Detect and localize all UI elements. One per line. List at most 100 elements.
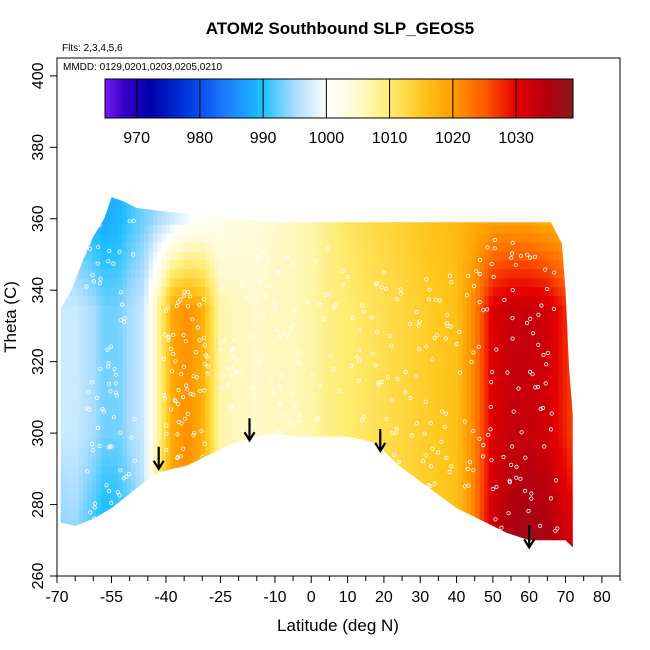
heatmap-cell (492, 349, 498, 359)
heatmap-cell (309, 286, 315, 297)
heatmap-cell (253, 268, 259, 279)
heatmap-cell (375, 402, 381, 413)
heatmap-cell (118, 233, 123, 243)
heatmap-cell (510, 331, 516, 341)
heatmap-cell (331, 286, 337, 297)
heatmap-cell (540, 465, 546, 475)
heatmap-cell (148, 268, 154, 279)
heatmap-cell (161, 527, 167, 538)
heatmap-cell (60, 206, 62, 216)
heatmap-cell (449, 242, 455, 252)
heatmap-cell (209, 509, 215, 520)
sample-point (118, 468, 123, 473)
heatmap-cell (514, 501, 520, 511)
heatmap-cell (257, 509, 263, 520)
heatmap-cell (266, 304, 272, 314)
heatmap-cell (410, 206, 416, 216)
heatmap-cell (410, 501, 416, 511)
heatmap-cell (571, 358, 573, 368)
heatmap-cell (292, 536, 298, 547)
heatmap-cell (179, 447, 184, 457)
heatmap-cell (91, 509, 97, 520)
heatmap-cell (113, 438, 119, 448)
heatmap-cell (519, 304, 524, 314)
heatmap-cell (410, 215, 416, 225)
heatmap-cell (510, 349, 516, 359)
heatmap-cell (449, 268, 455, 279)
heatmap-cell (549, 411, 555, 422)
heatmap-cell (388, 358, 394, 368)
heatmap-cell (240, 501, 246, 511)
heatmap-cell (96, 197, 102, 198)
heatmap-cell (405, 268, 411, 279)
heatmap-cell (139, 429, 145, 439)
heatmap-cell (314, 420, 320, 431)
heatmap-cell (466, 375, 472, 386)
heatmap-cell (131, 402, 137, 413)
heatmap-cell (423, 492, 429, 502)
heatmap-cell (344, 501, 350, 511)
heatmap-cell (458, 501, 463, 511)
heatmap-cell (248, 277, 254, 288)
heatmap-cell (270, 224, 276, 234)
heatmap-cell (558, 501, 564, 511)
heatmap-cell (453, 313, 459, 323)
heatmap-cell (244, 233, 250, 243)
heatmap-cell (301, 242, 307, 252)
heatmap-cell (70, 250, 76, 261)
heatmap-cell (375, 277, 381, 288)
heatmap-cell (192, 465, 198, 475)
heatmap-cell (392, 438, 398, 448)
heatmap-cell (397, 545, 402, 548)
heatmap-cell (410, 358, 416, 368)
heatmap-cell (148, 447, 154, 457)
heatmap-cell (549, 456, 555, 466)
heatmap-cell (392, 206, 398, 216)
heatmap-cell (540, 545, 546, 548)
heatmap-cell (344, 331, 350, 341)
heatmap-cell (388, 349, 394, 359)
heatmap-cell (126, 206, 132, 216)
heatmap-cell (170, 197, 176, 198)
heatmap-cell (322, 527, 328, 538)
heatmap-cell (349, 242, 354, 252)
heatmap-cell (379, 349, 385, 359)
sample-point (115, 490, 120, 495)
heatmap-cell (174, 492, 180, 502)
heatmap-cell (113, 197, 119, 207)
heatmap-cell (440, 322, 446, 332)
heatmap-cell (222, 197, 228, 198)
heatmap-cell (183, 483, 189, 493)
heatmap-cell (144, 483, 150, 493)
heatmap-cell (179, 545, 184, 548)
sample-point (132, 416, 137, 422)
heatmap-cell (218, 545, 224, 548)
heatmap-cell (488, 411, 494, 422)
sample-point (131, 218, 136, 223)
heatmap-cell (553, 545, 559, 548)
heatmap-cell (218, 197, 224, 198)
heatmap-cell (375, 367, 381, 377)
heatmap-cell (248, 304, 254, 314)
heatmap-cell (270, 367, 276, 377)
heatmap-cell (152, 501, 158, 511)
heatmap-cell (340, 393, 346, 404)
heatmap-cell (562, 295, 568, 306)
heatmap-cell (562, 286, 568, 297)
heatmap-cell (218, 375, 224, 386)
heatmap-cell (161, 259, 167, 270)
heatmap-cell (344, 367, 350, 377)
heatmap-cell (74, 447, 80, 457)
heatmap-cell (292, 197, 298, 207)
heatmap-cell (126, 286, 132, 297)
heatmap-cell (479, 197, 485, 207)
heatmap-cell (288, 250, 293, 261)
heatmap-cell (200, 501, 206, 511)
heatmap-cell (244, 358, 250, 368)
heatmap-cell (179, 358, 184, 368)
heatmap-cell (349, 509, 354, 520)
heatmap-cell (309, 518, 315, 529)
heatmap-cell (118, 286, 123, 297)
heatmap-cell (545, 447, 551, 457)
heatmap-cell (74, 250, 80, 261)
